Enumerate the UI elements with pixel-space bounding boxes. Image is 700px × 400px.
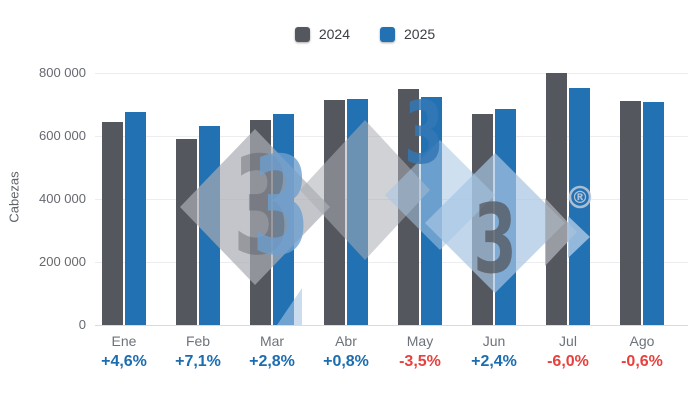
x-tick-label-Feb: Feb <box>185 333 211 349</box>
x-tick-label-Ene: Ene <box>111 333 137 349</box>
x-tick-label-Jul: Jul <box>559 333 577 349</box>
legend-item-2025[interactable]: 2025 <box>380 26 435 42</box>
change-label-Jun: +2,4% <box>471 353 517 370</box>
bar-2024-Abr[interactable] <box>324 100 345 325</box>
change-label-Mar: +2,8% <box>249 353 295 370</box>
legend-item-2024[interactable]: 2024 <box>294 26 350 42</box>
y-tick-label-600000: 600 000 <box>39 128 86 143</box>
bar-2024-Ago[interactable] <box>620 101 641 325</box>
bar-2025-Abr[interactable] <box>347 99 368 325</box>
change-label-Jul: -6,0% <box>547 353 589 370</box>
gridline-200000 <box>95 262 688 263</box>
legend-label-2025: 2025 <box>404 26 436 42</box>
bar-2024-Ene[interactable] <box>102 122 123 325</box>
change-label-Feb: +7,1% <box>175 353 221 370</box>
gridline-800000 <box>95 73 688 74</box>
change-label-May: -3,5% <box>399 353 441 370</box>
legend-swatch-2024 <box>294 26 310 42</box>
x-tick-label-May: May <box>406 333 434 349</box>
bar-2025-Ago[interactable] <box>643 102 664 325</box>
y-tick-label-200000: 200 000 <box>39 254 86 269</box>
bar-2024-Jul[interactable] <box>546 73 567 325</box>
bar-2025-Ene[interactable] <box>125 112 146 325</box>
bar-2024-Feb[interactable] <box>176 139 197 325</box>
gridline-600000 <box>95 136 688 137</box>
chart-legend: 2024 2025 <box>30 26 700 42</box>
legend-swatch-2025 <box>380 26 395 42</box>
bar-2025-Feb[interactable] <box>199 126 220 325</box>
bar-2025-May[interactable] <box>421 97 442 325</box>
x-tick-label-Jun: Jun <box>482 333 506 349</box>
bar-2025-Jul[interactable] <box>569 88 590 325</box>
bar-2024-Mar[interactable] <box>250 120 271 325</box>
y-tick-label-400000: 400 000 <box>39 191 86 206</box>
bar-2024-May[interactable] <box>398 89 419 325</box>
y-tick-label-800000: 800 000 <box>39 65 86 80</box>
x-tick-label-Mar: Mar <box>259 333 285 349</box>
y-tick-label-0: 0 <box>78 317 86 332</box>
gridline-0 <box>95 325 688 326</box>
x-tick-label-Abr: Abr <box>335 333 357 349</box>
legend-label-2024: 2024 <box>318 26 350 42</box>
change-label-Abr: +0,8% <box>323 353 369 370</box>
x-tick-label-Ago: Ago <box>629 333 655 349</box>
bar-2025-Jun[interactable] <box>495 109 516 325</box>
change-label-Ago: -0,6% <box>621 353 663 370</box>
bar-2025-Mar[interactable] <box>273 114 294 325</box>
bar-2024-Jun[interactable] <box>472 114 493 325</box>
change-label-Ene: +4,6% <box>101 353 147 370</box>
